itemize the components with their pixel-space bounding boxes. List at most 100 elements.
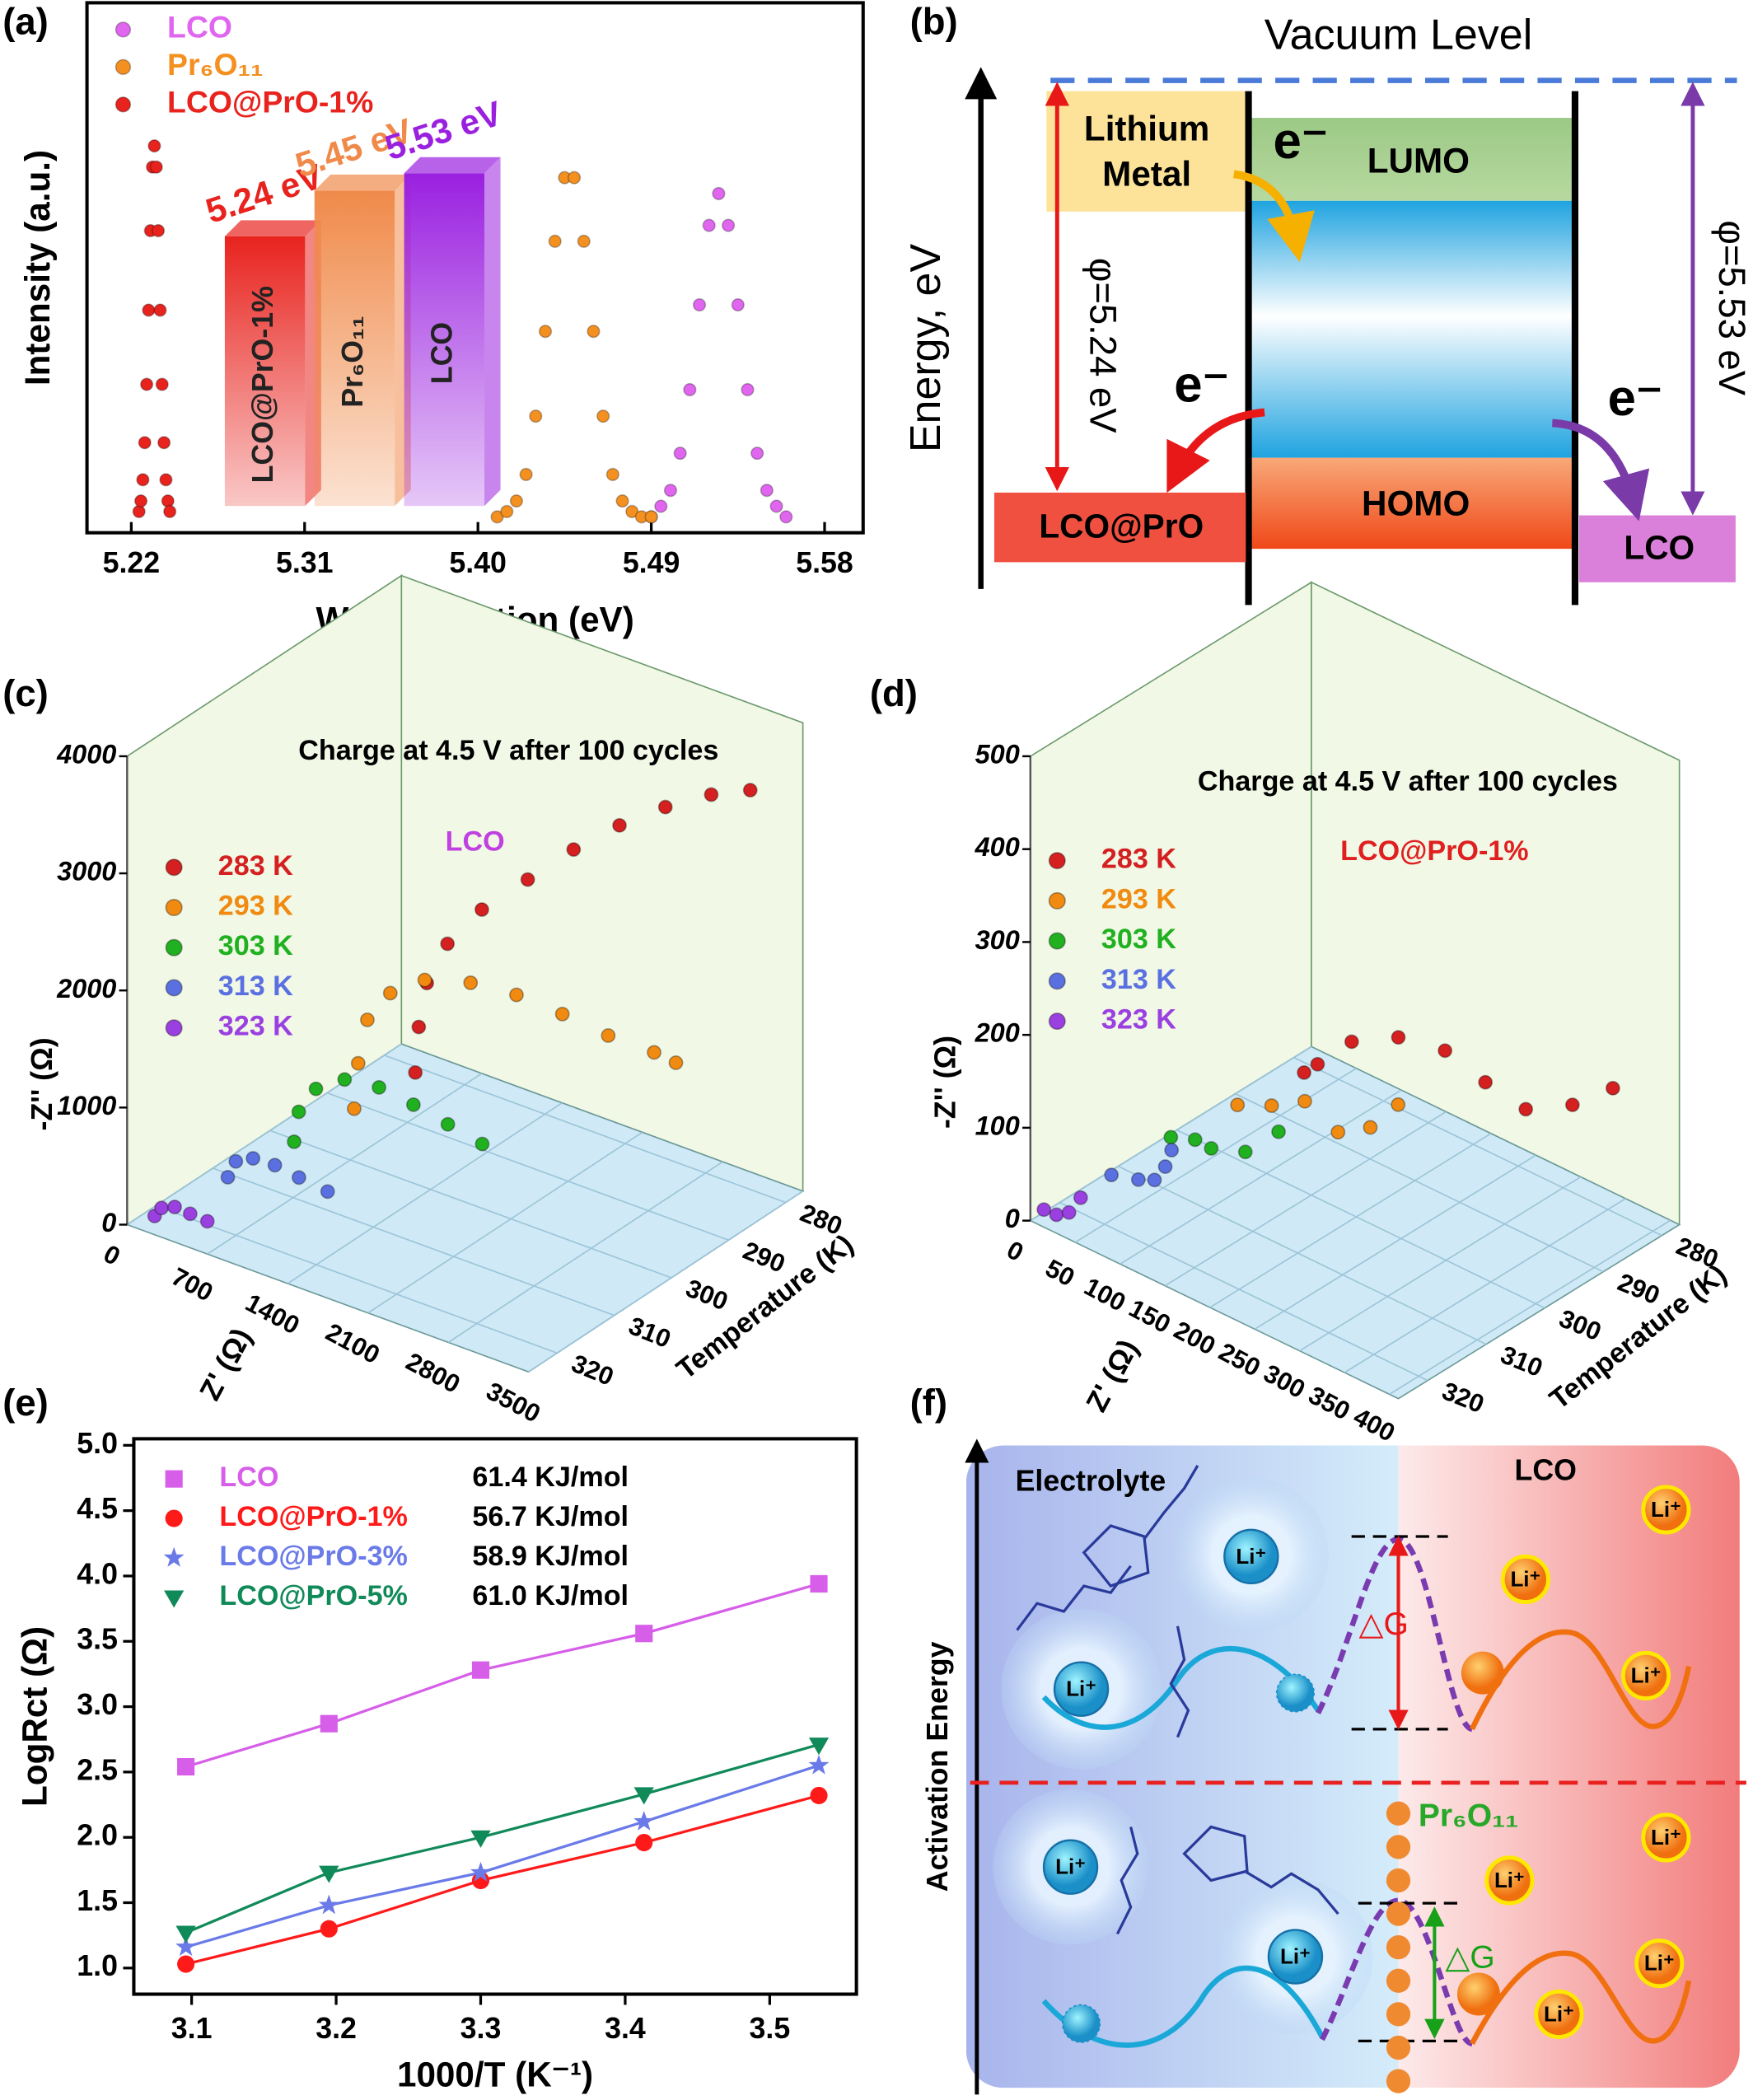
data-point [750, 447, 764, 461]
panel-label: (a) [2, 0, 49, 42]
data-point [372, 1079, 387, 1095]
data-point [668, 1055, 684, 1070]
data-point [1130, 1172, 1146, 1187]
chart-title: Charge at 4.5 V after 100 cycles [1198, 765, 1618, 797]
data-point [1204, 1141, 1219, 1156]
legend-marker [1048, 891, 1066, 910]
data-point [702, 218, 716, 232]
y-axis-label: LogRct (Ω) [16, 1626, 54, 1807]
data-point [692, 297, 707, 312]
data-point [155, 377, 169, 391]
ion-label: Li⁺ [1510, 1566, 1540, 1591]
energy-curve [1470, 1950, 1692, 2046]
bar-side [484, 157, 501, 507]
data-point [182, 1206, 198, 1222]
data-point [1437, 1043, 1453, 1059]
y-tick-label: 2.5 [77, 1753, 118, 1786]
legend-marker [163, 1546, 185, 1567]
ion [1620, 1650, 1671, 1700]
data-point [519, 467, 533, 482]
data-point [663, 484, 678, 498]
data-point [721, 218, 736, 232]
data-point [159, 473, 173, 487]
grid-line [1164, 1111, 1447, 1287]
data-point [1271, 1124, 1287, 1139]
lco-region [1398, 1445, 1740, 2088]
data-point [779, 510, 793, 524]
grid-line [155, 1204, 558, 1354]
electron-arrow [1166, 408, 1265, 493]
grid-line [384, 1055, 787, 1204]
ion-label: Li⁺ [1631, 1663, 1662, 1687]
coating-label: Pr₆O₁₁ [1419, 1798, 1518, 1833]
data-point [177, 1955, 195, 1973]
plot-frame [132, 1437, 858, 1996]
ion-label: Li⁺ [1280, 1944, 1311, 1969]
legend-label: 283 K [218, 850, 293, 882]
data-point [529, 409, 543, 423]
data-point [635, 1833, 653, 1852]
axis-label: Energy, eV [902, 244, 950, 453]
electron-label: e⁻ [1273, 113, 1328, 170]
ion [1061, 2004, 1101, 2043]
ion [1634, 1939, 1685, 1989]
ion [1042, 1839, 1099, 1895]
legend-label: 293 K [1101, 883, 1176, 914]
lumo [1250, 118, 1573, 201]
data-point [601, 1028, 616, 1043]
data-point [520, 872, 535, 887]
grid-line [287, 1101, 563, 1284]
legend-marker [1048, 1013, 1066, 1031]
data-point [470, 1830, 491, 1848]
data-point [1605, 1080, 1620, 1096]
x-tick-label: 3.2 [316, 2012, 357, 2045]
panel-label: (f) [910, 1382, 947, 1424]
data-point [1330, 1125, 1346, 1140]
annotation: LCO@PrO-1% [1340, 835, 1528, 867]
data-point [605, 467, 619, 482]
z-axis-label: -Z'' (Ω) [26, 1037, 58, 1130]
bar-top [314, 174, 411, 191]
data-point [566, 842, 582, 858]
data-point [1264, 1098, 1279, 1113]
y-tick-label: 4.5 [77, 1492, 118, 1525]
plot-frame [85, 1, 865, 535]
legend-label: LCO@PrO-1% [219, 1501, 407, 1532]
z-tick-label: 0 [1005, 1204, 1020, 1233]
energy-curve [1041, 1965, 1325, 2048]
homo-label: HOMO [1362, 484, 1470, 522]
panel-label: (d) [870, 672, 918, 714]
x-tick-label: 5.49 [623, 546, 680, 579]
x-tick-label: 3.5 [750, 2012, 791, 2045]
data-point [654, 499, 668, 513]
grid-line [126, 1043, 402, 1226]
data-point [644, 510, 658, 524]
legend-label: 323 K [218, 1011, 293, 1042]
data-point [291, 1170, 306, 1186]
data-point [440, 1116, 456, 1132]
grid-line [207, 1073, 483, 1255]
bar-top [404, 157, 501, 174]
data-point [1518, 1101, 1534, 1117]
data-point [1104, 1167, 1120, 1183]
grid-line [367, 1131, 643, 1314]
ion [1461, 1651, 1504, 1695]
data-point [760, 484, 774, 498]
data-point [625, 504, 639, 519]
x-tick-label: 5.40 [449, 546, 507, 579]
data-point [1363, 1120, 1378, 1135]
x-tick-label: 5.22 [103, 546, 161, 579]
data-point [220, 1169, 236, 1185]
data-point [731, 297, 745, 312]
axis-label: Activation Energy [921, 1641, 954, 1892]
ion-label: Li⁺ [1236, 1544, 1266, 1569]
legend-label: 303 K [218, 930, 293, 961]
metal-label: Metal [1102, 155, 1191, 194]
ion [1267, 1929, 1324, 1985]
ion [1641, 1485, 1691, 1535]
data-point [337, 1072, 353, 1087]
data-point [153, 303, 167, 317]
data-point [149, 160, 163, 174]
panel-label: (e) [2, 1382, 49, 1424]
data-point [267, 1158, 283, 1173]
